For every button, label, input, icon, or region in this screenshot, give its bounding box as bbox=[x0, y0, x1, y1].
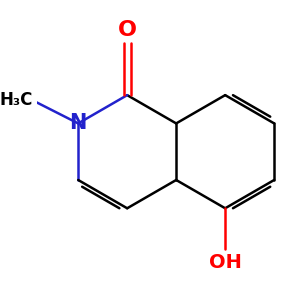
Text: N: N bbox=[70, 113, 87, 134]
Text: OH: OH bbox=[209, 253, 242, 272]
Text: H₃C: H₃C bbox=[0, 91, 33, 109]
Text: O: O bbox=[118, 20, 137, 40]
